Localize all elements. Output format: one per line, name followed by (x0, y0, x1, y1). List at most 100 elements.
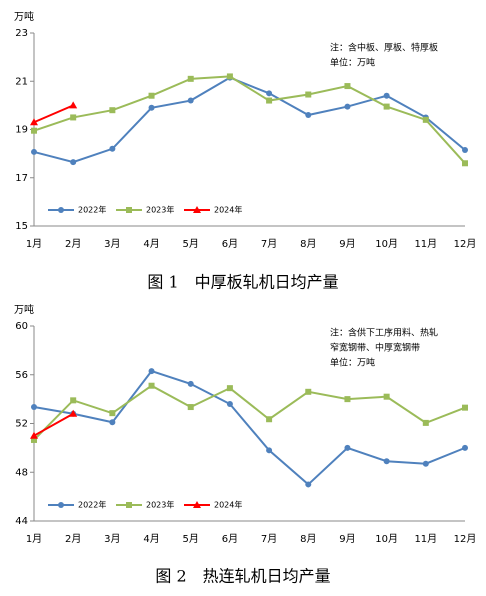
x-tick-label: 7月 (261, 238, 277, 250)
y-axis-label: 万吨 (14, 303, 34, 316)
point (266, 97, 273, 104)
point (31, 404, 37, 411)
point (383, 92, 390, 99)
point (148, 104, 155, 111)
series-line (33, 412, 74, 437)
y-tick-label: 23 (15, 28, 28, 39)
point (31, 148, 37, 155)
x-tick-label: 11月 (414, 238, 437, 250)
x-tick-label: 8月 (300, 533, 316, 545)
legend-marker (58, 502, 64, 508)
x-tick-label: 6月 (222, 238, 238, 250)
point (462, 147, 468, 154)
annotation: 单位：万吨 (330, 357, 375, 369)
x-tick-label: 1月 (26, 238, 42, 250)
x-tick-label: 4月 (143, 238, 159, 250)
point (422, 460, 429, 467)
point (187, 75, 194, 82)
series-line (33, 76, 466, 164)
x-tick-label: 10月 (375, 238, 398, 250)
series-line (33, 384, 466, 441)
point (148, 368, 155, 375)
point (422, 419, 429, 426)
x-tick-label: 10月 (375, 533, 398, 545)
y-axis-label: 万吨 (14, 10, 34, 23)
point (266, 447, 273, 454)
point (305, 481, 312, 488)
y-tick-label: 19 (15, 125, 28, 136)
point (187, 380, 194, 387)
chart-title: 图 1 中厚板轧机日均产量 (147, 273, 338, 292)
point (462, 404, 468, 411)
point (109, 145, 116, 152)
legend-label: 2022年 (78, 500, 106, 510)
y-tick-label: 52 (15, 419, 28, 430)
point (109, 107, 116, 114)
point (109, 419, 116, 426)
legend-label: 2023年 (146, 500, 174, 510)
x-tick-label: 6月 (222, 533, 238, 545)
y-tick-label: 56 (15, 370, 28, 381)
legend-marker (193, 206, 201, 213)
series-line (33, 75, 466, 164)
legend-marker (193, 501, 201, 508)
annotation: 注：含供下工序用料、热轧 (330, 327, 438, 339)
point (187, 97, 194, 104)
point (383, 458, 390, 465)
point (305, 388, 312, 395)
point (344, 83, 351, 90)
point (187, 404, 194, 411)
x-tick-label: 12月 (454, 238, 477, 250)
point (344, 444, 351, 451)
y-tick-label: 15 (15, 221, 28, 232)
point (148, 382, 155, 389)
x-tick-label: 2月 (65, 533, 81, 545)
x-tick-label: 12月 (454, 533, 477, 545)
legend-label: 2022年 (78, 205, 106, 215)
legend-label: 2024年 (214, 500, 242, 510)
point (70, 159, 77, 166)
y-tick-label: 60 (15, 321, 28, 332)
annotation: 注：含中板、厚板、特厚板 (330, 42, 438, 54)
series-line (33, 104, 74, 124)
point (462, 444, 468, 451)
x-tick-label: 5月 (183, 533, 199, 545)
point (305, 112, 312, 119)
legend-marker (58, 207, 64, 213)
x-tick-label: 9月 (339, 238, 355, 250)
point (30, 431, 38, 439)
point (226, 73, 233, 80)
point (30, 118, 38, 126)
point (422, 116, 429, 123)
point (305, 91, 312, 98)
x-tick-label: 3月 (104, 238, 120, 250)
x-tick-label: 11月 (414, 533, 437, 545)
annotation: 单位：万吨 (330, 57, 375, 69)
point (462, 160, 468, 167)
point (226, 401, 233, 407)
x-tick-label: 5月 (183, 238, 199, 250)
point (383, 103, 390, 110)
point (109, 410, 116, 417)
point (344, 396, 351, 403)
point (31, 127, 37, 134)
x-tick-label: 1月 (26, 533, 42, 545)
point (70, 114, 77, 121)
x-tick-label: 2月 (65, 238, 81, 250)
point (383, 393, 390, 400)
point (31, 436, 37, 443)
point (266, 416, 273, 423)
y-tick-label: 48 (15, 467, 28, 478)
x-tick-label: 3月 (104, 533, 120, 545)
point (266, 90, 273, 97)
y-tick-label: 21 (15, 76, 28, 87)
y-tick-label: 17 (15, 173, 28, 184)
point (226, 385, 233, 392)
x-tick-label: 7月 (261, 533, 277, 545)
legend-marker (126, 502, 132, 508)
legend-marker (126, 207, 132, 213)
point (69, 101, 78, 109)
point (148, 92, 155, 99)
